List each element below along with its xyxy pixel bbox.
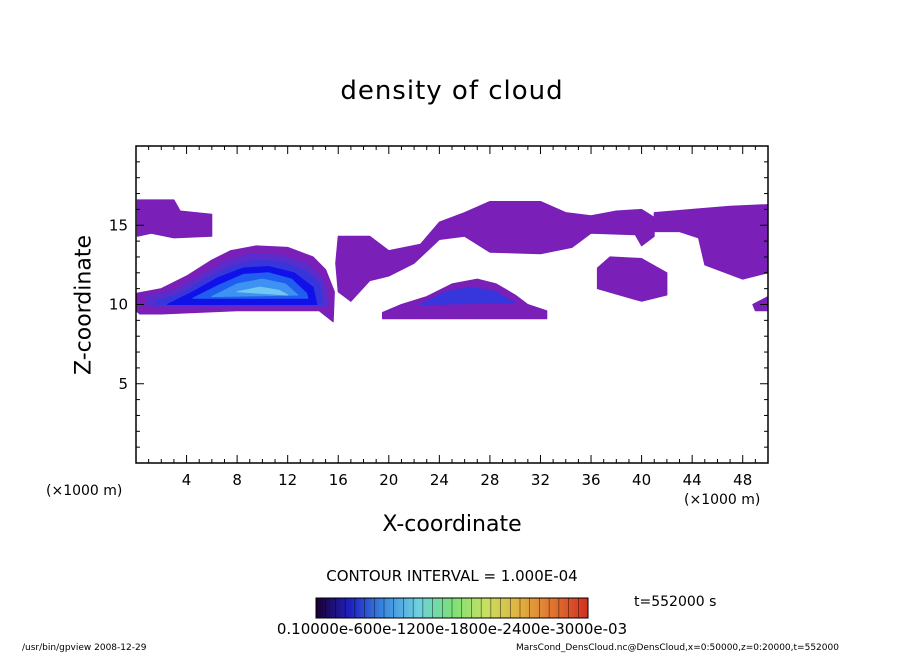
density-region-upper-left-cloud bbox=[136, 199, 213, 239]
density-region-right-patch bbox=[596, 256, 668, 302]
density-region-mid-upper-cloud bbox=[335, 201, 655, 302]
colorbar-tick-labels: 0.10000e-600e-1200e-1800e-2400e-3000e-03 bbox=[276, 620, 628, 638]
contour-interval-label: CONTOUR INTERVAL = 1.000E-04 bbox=[326, 567, 578, 585]
density-region-main-cloud-l6 bbox=[236, 286, 289, 296]
y-tick-label: 5 bbox=[118, 375, 128, 393]
y-tick-label: 10 bbox=[109, 296, 128, 314]
x-tick-label: 40 bbox=[632, 471, 651, 489]
cloud-density-field bbox=[136, 199, 768, 323]
y-tick-label: 15 bbox=[109, 216, 128, 234]
x-axis-unit-right: (×1000 m) bbox=[684, 492, 761, 508]
x-tick-label: 8 bbox=[232, 471, 242, 489]
x-tick-label: 32 bbox=[531, 471, 550, 489]
y-axis-label: Z-coordinate bbox=[71, 235, 97, 375]
x-tick-label: 36 bbox=[581, 471, 600, 489]
colorbar-frame bbox=[315, 597, 589, 619]
x-tick-label: 28 bbox=[480, 471, 499, 489]
x-tick-label: 48 bbox=[733, 471, 752, 489]
x-tick-label: 24 bbox=[430, 471, 449, 489]
x-tick-label: 16 bbox=[329, 471, 348, 489]
colorbar bbox=[315, 597, 589, 619]
density-region-low-mound-inner bbox=[419, 286, 516, 305]
chart-title: density of cloud bbox=[340, 76, 564, 106]
footer-program-date: /usr/bin/gpview 2008-12-29 bbox=[22, 643, 147, 653]
x-tick-label: 20 bbox=[379, 471, 398, 489]
density-region-upper-right-cloud bbox=[653, 204, 768, 280]
x-axis-label: X-coordinate bbox=[382, 512, 522, 537]
x-axis-unit-left: (×1000 m) bbox=[46, 483, 123, 499]
footer-source: MarsCond_DensCloud.nc@DensCloud,x=0:5000… bbox=[516, 643, 839, 653]
x-tick-label: 44 bbox=[683, 471, 702, 489]
density-region-right-edge-speck bbox=[752, 296, 768, 312]
time-label: t=552000 s bbox=[634, 594, 717, 610]
x-tick-label: 12 bbox=[278, 471, 297, 489]
x-tick-label: 4 bbox=[182, 471, 192, 489]
